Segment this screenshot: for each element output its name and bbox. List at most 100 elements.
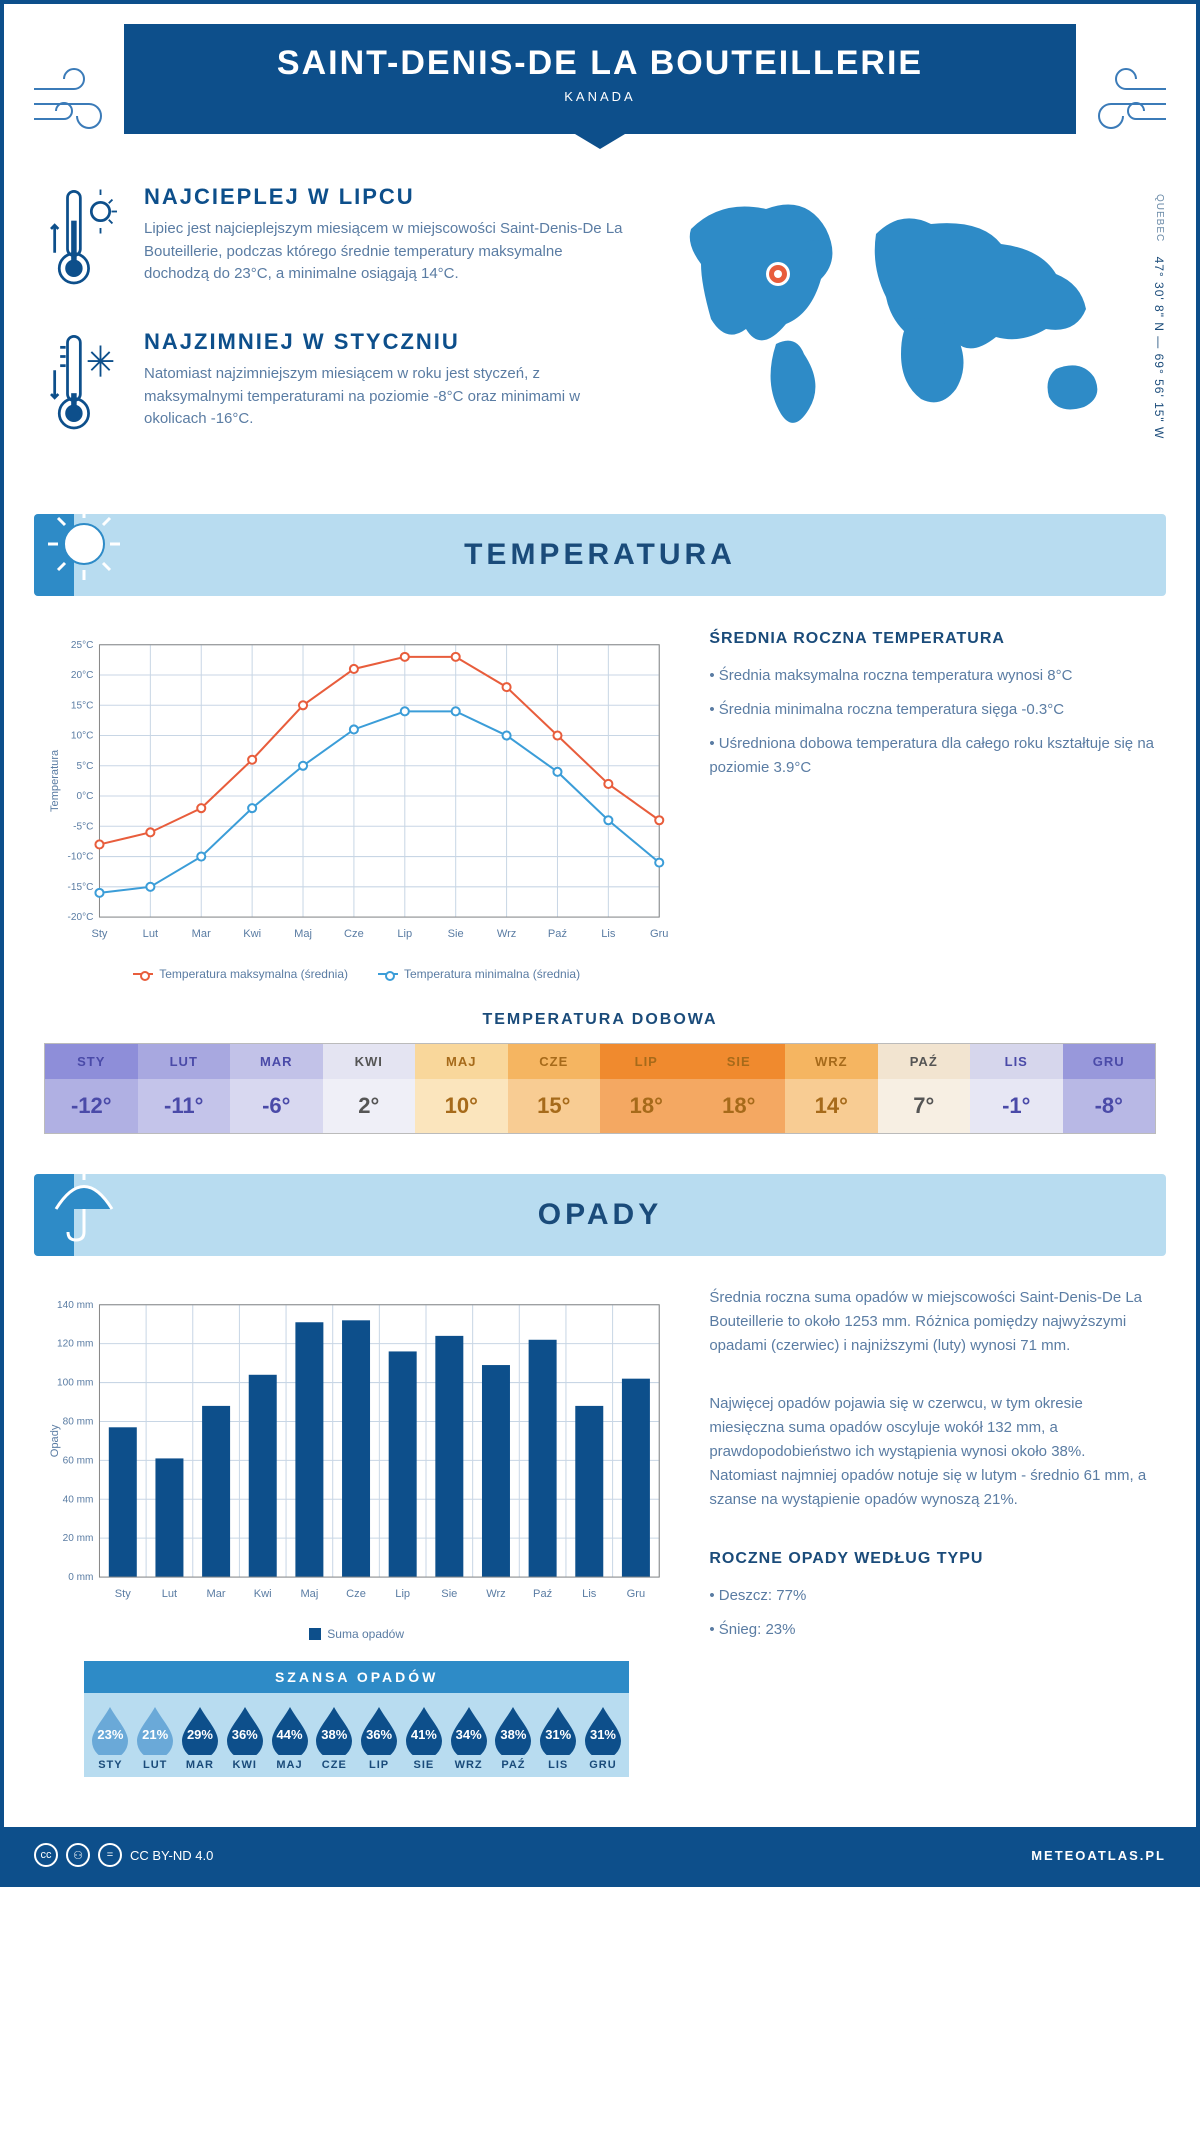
temp-side-title: ŚREDNIA ROCZNA TEMPERATURA — [709, 626, 1156, 652]
svg-text:Sty: Sty — [115, 1588, 131, 1600]
by-icon: ⚇ — [66, 1843, 90, 1867]
svg-text:Sty: Sty — [91, 928, 107, 940]
fact-hot-title: NAJCIEPLEJ W LIPCU — [144, 184, 626, 210]
precip-typ-title: ROCZNE OPADY WEDŁUG TYPU — [709, 1546, 1156, 1572]
chance-cell: 36% KWI — [222, 1705, 267, 1771]
svg-text:Lut: Lut — [162, 1588, 177, 1600]
coords-value: 47° 30' 8" N — 69° 56' 15" W — [1152, 257, 1166, 440]
nd-icon: = — [98, 1843, 122, 1867]
site-name: METEOATLAS.PL — [1031, 1848, 1166, 1863]
temp-table-cell: SIE 18° — [693, 1044, 786, 1133]
svg-text:5°C: 5°C — [76, 761, 93, 772]
dobowa-title: TEMPERATURA DOBOWA — [4, 1011, 1196, 1029]
precip-heading: OPADY — [34, 1198, 1166, 1232]
temp-bullet: • Uśredniona dobowa temperatura dla całe… — [709, 732, 1156, 780]
page: SAINT-DENIS-DE LA BOUTEILLERIE KANADA NA… — [0, 0, 1200, 1887]
umbrella-icon — [44, 1164, 124, 1244]
coordinates: QUEBEC 47° 30' 8" N — 69° 56' 15" W — [1152, 194, 1166, 439]
svg-text:Kwi: Kwi — [243, 928, 261, 940]
svg-text:Lip: Lip — [395, 1588, 410, 1600]
svg-text:0 mm: 0 mm — [68, 1572, 93, 1583]
temp-table-cell: LUT -11° — [138, 1044, 231, 1133]
chance-cell: 21% LUT — [133, 1705, 178, 1771]
page-subtitle: KANADA — [184, 89, 1016, 104]
world-map: QUEBEC 47° 30' 8" N — 69° 56' 15" W — [656, 184, 1156, 474]
fact-hot-text: Lipiec jest najcieplejszym miesiącem w m… — [144, 218, 626, 286]
svg-text:Gru: Gru — [650, 928, 668, 940]
thermo-cold-icon — [44, 329, 124, 444]
svg-text:0°C: 0°C — [76, 791, 93, 802]
legend-precip: Suma opadów — [327, 1627, 404, 1641]
precip-p2: Najwięcej opadów pojawia się w czerwcu, … — [709, 1392, 1156, 1512]
svg-text:25°C: 25°C — [71, 640, 94, 651]
temp-table-cell: MAR -6° — [230, 1044, 323, 1133]
svg-text:Lis: Lis — [582, 1588, 597, 1600]
chance-cell: 38% CZE — [312, 1705, 357, 1771]
temp-bullet: • Średnia maksymalna roczna temperatura … — [709, 664, 1156, 688]
temp-table-cell: LIS -1° — [970, 1044, 1063, 1133]
chance-cell: 31% LIS — [536, 1705, 581, 1771]
footer: cc ⚇ = CC BY-ND 4.0 METEOATLAS.PL — [4, 1827, 1196, 1883]
svg-text:-15°C: -15°C — [68, 882, 94, 893]
temp-daily-table: STY -12° LUT -11° MAR -6° KWI 2° MAJ 10°… — [44, 1043, 1156, 1134]
chance-cell: 29% MAR — [178, 1705, 223, 1771]
legend-min: Temperatura minimalna (średnia) — [404, 967, 580, 981]
temp-table-cell: LIP 18° — [600, 1044, 693, 1133]
svg-text:100 mm: 100 mm — [57, 1378, 93, 1389]
svg-text:Paź: Paź — [533, 1588, 552, 1600]
chance-cell: 36% LIP — [357, 1705, 402, 1771]
svg-text:10°C: 10°C — [71, 731, 94, 742]
fact-cold-title: NAJZIMNIEJ W STYCZNIU — [144, 329, 626, 355]
svg-text:Wrz: Wrz — [497, 928, 516, 940]
temp-table-cell: PAŹ 7° — [878, 1044, 971, 1133]
precip-bar-chart: 0 mm20 mm40 mm60 mm80 mm100 mm120 mm140 … — [44, 1286, 669, 1616]
temp-table-cell: STY -12° — [45, 1044, 138, 1133]
license-text: CC BY-ND 4.0 — [130, 1848, 213, 1863]
precip-legend: Suma opadów — [44, 1627, 669, 1641]
chance-cell: 34% WRZ — [446, 1705, 491, 1771]
header-banner: SAINT-DENIS-DE LA BOUTEILLERIE KANADA — [124, 24, 1076, 134]
svg-text:Paź: Paź — [548, 928, 567, 940]
precip-chance: SZANSA OPADÓW 23% STY 21% LUT 29% MAR 36… — [84, 1661, 629, 1777]
svg-text:80 mm: 80 mm — [63, 1416, 94, 1427]
svg-text:Cze: Cze — [344, 928, 364, 940]
precip-side-text: Średnia roczna suma opadów w miejscowośc… — [709, 1286, 1156, 1807]
temp-table-cell: KWI 2° — [323, 1044, 416, 1133]
svg-text:-10°C: -10°C — [68, 852, 94, 863]
thermo-hot-icon — [44, 184, 124, 299]
temp-banner: TEMPERATURA — [34, 514, 1166, 596]
svg-text:Kwi: Kwi — [254, 1588, 272, 1600]
license: cc ⚇ = CC BY-ND 4.0 — [34, 1843, 213, 1867]
typ-bullet: • Śnieg: 23% — [709, 1618, 1156, 1642]
legend-max: Temperatura maksymalna (średnia) — [159, 967, 348, 981]
fact-cold-text: Natomiast najzimniejszym miesiącem w rok… — [144, 363, 626, 431]
svg-text:Cze: Cze — [346, 1588, 366, 1600]
temp-legend: Temperatura maksymalna (średnia) Tempera… — [44, 967, 669, 981]
svg-text:Lut: Lut — [143, 928, 158, 940]
svg-text:15°C: 15°C — [71, 700, 94, 711]
precip-p1: Średnia roczna suma opadów w miejscowośc… — [709, 1286, 1156, 1358]
svg-text:Gru: Gru — [627, 1588, 645, 1600]
temp-bullet: • Średnia minimalna roczna temperatura s… — [709, 698, 1156, 722]
svg-text:140 mm: 140 mm — [57, 1300, 93, 1311]
fact-hottest: NAJCIEPLEJ W LIPCU Lipiec jest najcieple… — [44, 184, 626, 299]
temp-heading: TEMPERATURA — [34, 538, 1166, 572]
svg-text:40 mm: 40 mm — [63, 1494, 94, 1505]
svg-text:60 mm: 60 mm — [63, 1455, 94, 1466]
svg-text:-20°C: -20°C — [68, 912, 94, 923]
temp-chart-area: -20°C-15°C-10°C-5°C0°C5°C10°C15°C20°C25°… — [44, 626, 669, 981]
svg-text:Lip: Lip — [397, 928, 412, 940]
fact-coldest: NAJZIMNIEJ W STYCZNIU Natomiast najzimni… — [44, 329, 626, 444]
temp-table-cell: MAJ 10° — [415, 1044, 508, 1133]
svg-text:Opady: Opady — [49, 1424, 61, 1457]
chance-cell: 31% GRU — [581, 1705, 626, 1771]
chance-title: SZANSA OPADÓW — [84, 1661, 629, 1693]
intro-row: NAJCIEPLEJ W LIPCU Lipiec jest najcieple… — [4, 134, 1196, 504]
cc-icon: cc — [34, 1843, 58, 1867]
region-label: QUEBEC — [1154, 194, 1165, 242]
svg-text:Lis: Lis — [601, 928, 616, 940]
svg-text:Sie: Sie — [448, 928, 464, 940]
chance-cell: 44% MAJ — [267, 1705, 312, 1771]
svg-text:Mar: Mar — [192, 928, 211, 940]
svg-text:-5°C: -5°C — [73, 821, 93, 832]
